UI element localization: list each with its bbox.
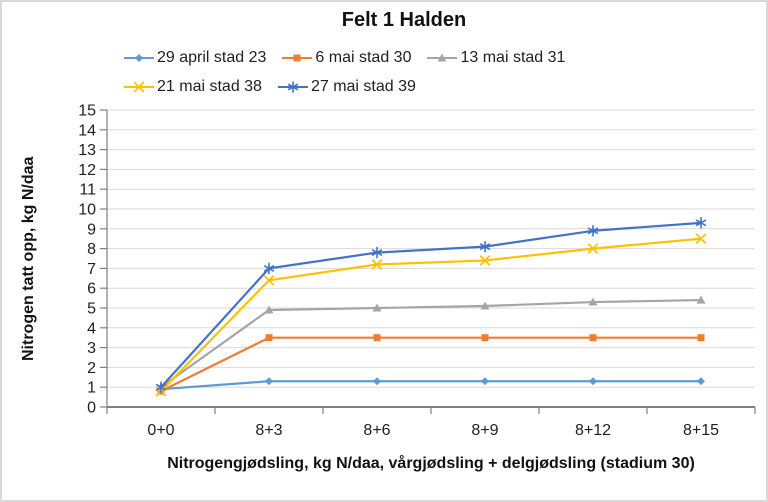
- y-tick-label: 1: [87, 380, 96, 397]
- data-point-marker: [587, 224, 599, 237]
- data-point-marker: [589, 334, 597, 342]
- legend-label: 27 mai stad 39: [310, 78, 416, 95]
- legend-item: 27 mai stad 39: [277, 78, 416, 96]
- y-tick-label: 10: [78, 202, 96, 219]
- y-tick-label: 14: [78, 122, 96, 139]
- data-point-marker: [264, 305, 274, 314]
- data-point-marker: [479, 255, 491, 266]
- legend-marker-icon: [124, 54, 154, 62]
- data-point-marker: [373, 334, 381, 342]
- legend-item: 29 april stad 23: [124, 49, 266, 67]
- data-point-marker: [265, 377, 273, 386]
- data-point-marker: [695, 233, 707, 244]
- y-tick-label: 9: [87, 221, 96, 238]
- legend-marker-icon: [124, 81, 154, 93]
- data-point-marker: [480, 301, 490, 310]
- data-point-marker: [135, 54, 143, 62]
- x-tick-label: 8+12: [575, 422, 611, 439]
- data-point-marker: [263, 262, 275, 275]
- legend-item: 6 mai stad 30: [282, 49, 411, 67]
- series-line-4: [160, 237, 702, 392]
- data-point-marker: [481, 377, 489, 386]
- y-tick-label: 7: [87, 261, 96, 278]
- legend-item: 13 mai stad 31: [427, 49, 565, 67]
- x-axis-title: Nitrogengjødsling, kg N/daa, vårgjødslin…: [167, 455, 695, 472]
- legend-label: 13 mai stad 31: [460, 49, 566, 66]
- data-point-marker: [479, 240, 491, 253]
- data-point-marker: [589, 377, 597, 386]
- data-point-marker: [587, 243, 599, 254]
- data-point-marker: [481, 334, 489, 342]
- x-tick-label: 0+0: [147, 422, 174, 439]
- data-point-marker: [373, 377, 381, 386]
- data-point-marker: [155, 381, 167, 393]
- data-point-marker: [371, 246, 383, 259]
- data-point-marker: [265, 334, 273, 342]
- legend-label: 6 mai stad 30: [315, 49, 412, 66]
- y-tick-label: 8: [87, 241, 96, 258]
- legend-label: 21 mai stad 38: [157, 78, 262, 95]
- x-tick-label: 8+6: [363, 422, 390, 439]
- x-tick-label: 8+9: [471, 422, 498, 439]
- y-tick-label: 0: [87, 400, 96, 417]
- data-point-marker: [697, 377, 705, 386]
- series-line-5: [160, 221, 702, 388]
- y-tick-label: 15: [78, 103, 96, 120]
- data-point-marker: [371, 259, 383, 270]
- data-point-marker: [263, 275, 275, 286]
- y-tick-label: 5: [87, 301, 96, 318]
- legend-marker-icon: [427, 53, 458, 62]
- data-point-marker: [695, 217, 707, 229]
- data-point-marker: [293, 54, 301, 62]
- data-point-marker: [696, 295, 706, 304]
- y-tick-label: 2: [87, 360, 96, 377]
- data-point-marker: [437, 53, 447, 62]
- legend-item: 21 mai stad 38: [124, 78, 262, 96]
- data-point-marker: [588, 297, 598, 306]
- series-line-3: [160, 298, 702, 389]
- y-tick-label: 12: [78, 162, 96, 179]
- series-line-1: [160, 380, 701, 391]
- data-point-marker: [372, 303, 382, 312]
- y-tick-label: 6: [87, 281, 96, 298]
- y-tick-label: 13: [78, 142, 96, 159]
- chart-title: Felt 1 Halden: [341, 9, 467, 31]
- legend: 29 april stad 23 6 mai stad 30 13 mai stad…: [124, 49, 654, 96]
- y-axis-title: Nitrogen tatt opp, kg N/daa: [20, 156, 37, 361]
- y-tick-label: 3: [87, 340, 96, 357]
- data-point-marker: [133, 81, 145, 93]
- x-tick-label: 8+3: [255, 422, 282, 439]
- series-line-2: [160, 336, 701, 393]
- legend-label: 29 april stad 23: [157, 49, 267, 66]
- data-point-marker: [697, 334, 705, 342]
- legend-marker-icon: [282, 54, 313, 62]
- y-tick-label: 11: [79, 182, 96, 199]
- x-tick-label: 8+15: [683, 422, 719, 439]
- y-tick-label: 4: [87, 320, 96, 337]
- legend-marker-icon: [277, 81, 308, 93]
- data-point-marker: [287, 81, 299, 93]
